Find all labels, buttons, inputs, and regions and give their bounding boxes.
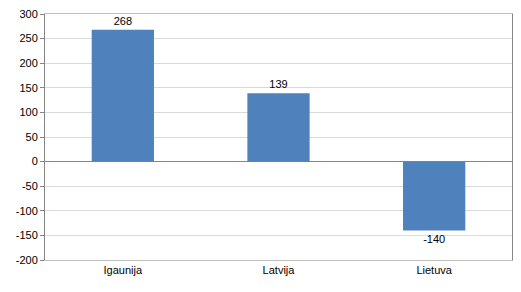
svg-text:-200: -200 xyxy=(16,254,38,266)
svg-text:-140: -140 xyxy=(423,233,445,245)
svg-text:-100: -100 xyxy=(16,205,38,217)
svg-text:200: 200 xyxy=(19,57,37,69)
svg-text:250: 250 xyxy=(19,32,37,44)
svg-text:Igaunija: Igaunija xyxy=(104,264,143,276)
svg-text:50: 50 xyxy=(26,131,38,143)
svg-text:-150: -150 xyxy=(16,229,38,241)
svg-text:300: 300 xyxy=(19,8,37,20)
svg-text:Latvija: Latvija xyxy=(263,264,296,276)
svg-text:-50: -50 xyxy=(22,180,38,192)
svg-text:268: 268 xyxy=(114,15,132,27)
svg-text:0: 0 xyxy=(32,155,38,167)
svg-text:Lietuva: Lietuva xyxy=(416,264,452,276)
svg-text:150: 150 xyxy=(19,82,37,94)
svg-text:100: 100 xyxy=(19,106,37,118)
svg-text:139: 139 xyxy=(269,78,287,90)
